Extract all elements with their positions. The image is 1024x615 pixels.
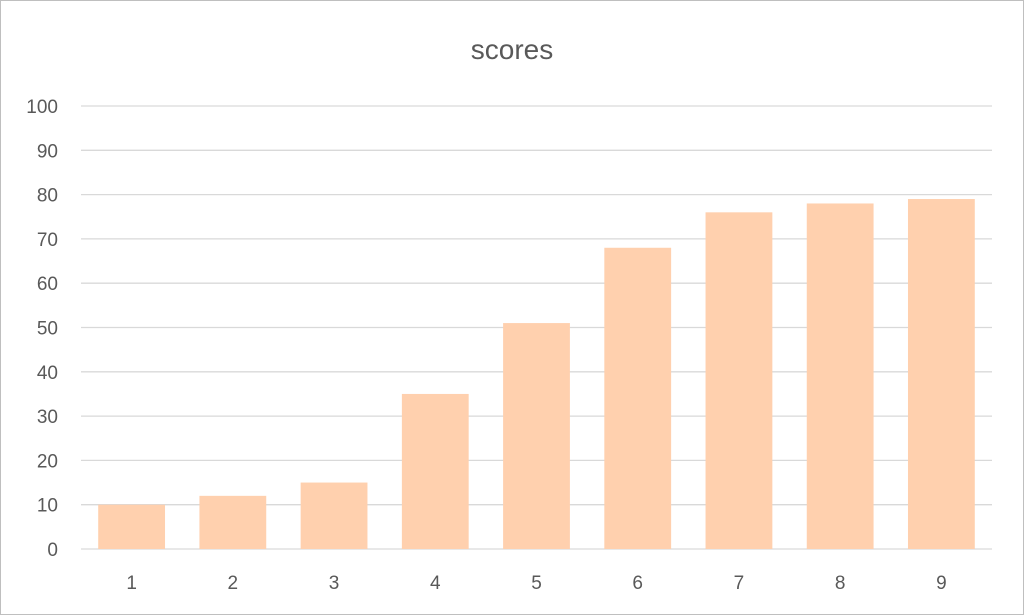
- bar: [604, 247, 672, 549]
- x-tick-label: 8: [835, 573, 846, 594]
- y-tick-label: 20: [37, 451, 58, 472]
- y-tick-label: 100: [26, 97, 58, 118]
- bar: [199, 495, 267, 549]
- bar: [503, 323, 570, 549]
- y-tick-label: 50: [37, 319, 58, 340]
- bar: [401, 393, 469, 549]
- x-tick-label: 6: [632, 573, 643, 594]
- y-tick-label: 90: [37, 141, 58, 162]
- bar: [98, 504, 166, 549]
- y-axis-ticks: 0 10 20 30 40 50 60 70 80 90 100: [26, 97, 58, 561]
- bars: [98, 199, 975, 549]
- x-tick-label: 9: [936, 573, 947, 594]
- x-tick-label: 3: [329, 573, 340, 594]
- chart-title: scores: [471, 34, 553, 65]
- y-tick-label: 30: [37, 407, 58, 428]
- y-tick-label: 10: [37, 496, 58, 517]
- bar: [806, 203, 874, 549]
- y-tick-label: 60: [37, 274, 58, 295]
- x-tick-label: 2: [228, 573, 239, 594]
- bar: [907, 199, 975, 549]
- x-axis-ticks: 1 2 3 4 5 6 7 8 9: [126, 573, 946, 594]
- bar: [300, 482, 368, 549]
- x-tick-label: 1: [126, 573, 137, 594]
- y-tick-label: 0: [47, 540, 58, 561]
- x-tick-label: 7: [734, 573, 745, 594]
- y-tick-label: 40: [37, 363, 58, 384]
- x-tick-label: 5: [531, 573, 542, 594]
- y-tick-label: 80: [37, 186, 58, 207]
- bar: [705, 212, 773, 549]
- y-tick-label: 70: [37, 230, 58, 251]
- x-tick-label: 4: [430, 573, 441, 594]
